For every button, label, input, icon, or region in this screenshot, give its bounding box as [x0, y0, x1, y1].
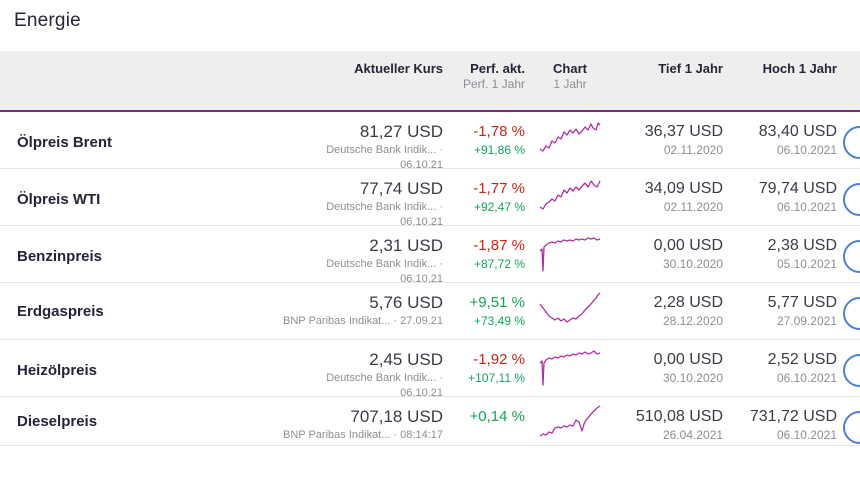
price-source-date: BNP Paribas Indikat... · 27.09.21	[283, 315, 443, 327]
header-perf-current: Perf. akt.	[470, 61, 525, 76]
current-price: 77,74 USD	[359, 179, 443, 198]
low-1y-value: 2,28 USD	[653, 294, 723, 311]
instrument-name-link[interactable]: Ölpreis Brent	[17, 134, 113, 151]
perf-1y: +107,11 %	[468, 371, 525, 385]
header-chart: Chart	[553, 61, 587, 76]
high-1y-date: 05.10.2021	[776, 257, 837, 271]
low-1y-date: 30.10.2020	[662, 257, 723, 271]
table-row: Ölpreis WTI 77,74 USD Deutsche Bank Indi…	[0, 169, 860, 228]
low-1y-value: 34,09 USD	[644, 180, 723, 197]
perf-current: -1,78 %	[473, 123, 525, 140]
current-price: 2,45 USD	[369, 350, 443, 369]
row-action-button[interactable]	[843, 297, 860, 330]
perf-1y: +87,72 %	[473, 257, 525, 271]
low-1y-value: 0,00 USD	[653, 237, 723, 254]
low-1y-date: 28.12.2020	[662, 314, 723, 328]
instrument-name-link[interactable]: Erdgaspreis	[17, 302, 104, 320]
sparkline-chart[interactable]	[539, 120, 601, 158]
row-action-button[interactable]	[843, 183, 860, 216]
current-price: 2,31 USD	[369, 236, 443, 255]
perf-current: +9,51 %	[469, 294, 525, 311]
perf-1y: +92,47 %	[473, 200, 525, 214]
row-action-button[interactable]	[843, 354, 860, 387]
instrument-name-link[interactable]: Benzinpreis	[17, 248, 103, 265]
price-source-date: Deutsche Bank Indik... · 06.10.21	[326, 258, 443, 285]
high-1y-date: 27.09.2021	[776, 314, 837, 328]
page-title: Energie	[14, 10, 81, 31]
low-1y-value: 510,08 USD	[635, 408, 723, 425]
high-1y-value: 83,40 USD	[758, 123, 837, 140]
low-1y-date: 26.04.2021	[662, 428, 723, 442]
high-1y-value: 2,38 USD	[767, 237, 837, 254]
current-price: 81,27 USD	[359, 122, 443, 141]
perf-current: -1,77 %	[473, 180, 525, 197]
perf-1y: +91,86 %	[473, 143, 525, 157]
header-current-price: Aktueller Kurs	[354, 61, 443, 76]
high-1y-date: 06.10.2021	[776, 428, 837, 442]
table-row: Erdgaspreis 5,76 USD BNP Paribas Indikat…	[0, 283, 860, 340]
header-low-1y: Tief 1 Jahr	[658, 61, 723, 76]
perf-current: +0,14 %	[469, 408, 525, 425]
sparkline-chart[interactable]	[539, 234, 601, 272]
row-action-button[interactable]	[843, 411, 860, 444]
table-row: Benzinpreis 2,31 USD Deutsche Bank Indik…	[0, 226, 860, 285]
price-source-date: Deutsche Bank Indik... · 06.10.21	[326, 144, 443, 171]
high-1y-value: 731,72 USD	[749, 408, 837, 425]
instrument-name-link[interactable]: Heizölpreis	[17, 362, 98, 379]
sparkline-chart[interactable]	[539, 348, 601, 386]
current-price: 707,18 USD	[350, 407, 443, 426]
high-1y-value: 79,74 USD	[758, 180, 837, 197]
high-1y-value: 5,77 USD	[767, 294, 837, 311]
perf-1y: +73,49 %	[473, 314, 525, 328]
low-1y-value: 0,00 USD	[653, 351, 723, 368]
price-source-date: Deutsche Bank Indik... · 06.10.21	[326, 201, 443, 228]
sparkline-chart[interactable]	[539, 405, 601, 443]
high-1y-date: 06.10.2021	[776, 371, 837, 385]
high-1y-date: 06.10.2021	[776, 200, 837, 214]
low-1y-date: 02.11.2020	[663, 200, 723, 214]
sparkline-chart[interactable]	[539, 291, 601, 329]
table-row: Heizölpreis 2,45 USD Deutsche Bank Indik…	[0, 340, 860, 399]
instrument-name-link[interactable]: Ölpreis WTI	[17, 191, 101, 208]
table-header-row: Aktueller Kurs Perf. akt. Perf. 1 Jahr C…	[0, 51, 860, 112]
current-price: 5,76 USD	[369, 293, 443, 312]
header-chart-period: 1 Jahr	[553, 77, 587, 91]
high-1y-value: 2,52 USD	[767, 351, 837, 368]
low-1y-value: 36,37 USD	[644, 123, 723, 140]
header-perf-1y: Perf. 1 Jahr	[462, 77, 525, 91]
energy-price-table: Aktueller Kurs Perf. akt. Perf. 1 Jahr C…	[0, 51, 860, 446]
row-action-button[interactable]	[843, 126, 860, 159]
perf-current: -1,87 %	[473, 237, 525, 254]
price-source-date: BNP Paribas Indikat... · 08:14:17	[283, 429, 443, 441]
low-1y-date: 30.10.2020	[662, 371, 723, 385]
header-high-1y: Hoch 1 Jahr	[762, 61, 837, 76]
table-row: Dieselpreis 707,18 USD BNP Paribas Indik…	[0, 397, 860, 446]
row-action-button[interactable]	[843, 240, 860, 273]
high-1y-date: 06.10.2021	[776, 143, 837, 157]
sparkline-chart[interactable]	[539, 177, 601, 215]
price-source-date: Deutsche Bank Indik... · 06.10.21	[326, 372, 443, 399]
low-1y-date: 02.11.2020	[663, 143, 723, 157]
table-row: Ölpreis Brent 81,27 USD Deutsche Bank In…	[0, 112, 860, 171]
perf-current: -1,92 %	[473, 351, 525, 368]
instrument-name-link[interactable]: Dieselpreis	[17, 412, 98, 430]
